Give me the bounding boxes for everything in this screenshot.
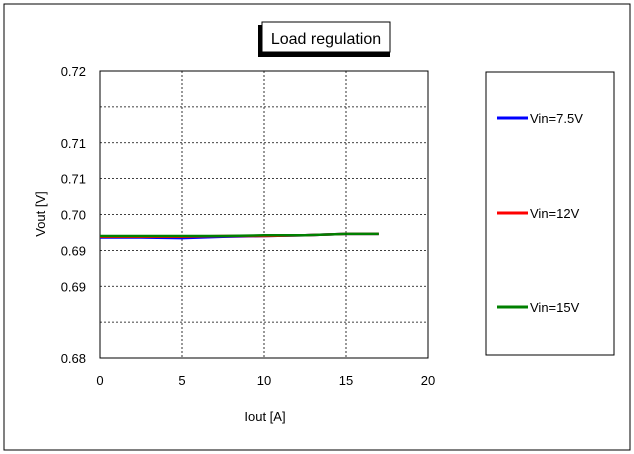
x-axis-label: Iout [A]: [244, 409, 285, 424]
x-tick-label: 5: [178, 373, 185, 388]
y-tick-label: 0.69: [61, 279, 86, 294]
chart-title: Load regulation: [271, 31, 381, 48]
y-axis-ticks: 0.72 0.71 0.71 0.70 0.69 0.69 0.68: [61, 64, 86, 366]
y-tick-label: 0.68: [61, 351, 86, 366]
x-tick-label: 10: [257, 373, 271, 388]
y-tick-label: 0.71: [61, 136, 86, 151]
grid-lines: [100, 71, 428, 358]
y-axis-label: Vout [V]: [33, 191, 48, 237]
legend: Vin=7.5V Vin=12V Vin=15V: [497, 111, 583, 315]
x-tick-label: 15: [339, 373, 353, 388]
legend-entry: Vin=15V: [530, 300, 580, 315]
title-box: [261, 21, 391, 53]
y-tick-label: 0.71: [61, 172, 86, 187]
series-lines: [100, 232, 379, 240]
legend-entry: Vin=12V: [530, 206, 580, 221]
y-tick-label: 0.69: [61, 243, 86, 258]
series-line: [100, 232, 379, 238]
y-tick-label: 0.70: [61, 208, 86, 223]
x-tick-label: 20: [421, 373, 435, 388]
x-tick-label: 0: [96, 373, 103, 388]
x-axis-ticks: 0 5 10 15 20: [96, 373, 435, 388]
y-tick-label: 0.72: [61, 64, 86, 79]
legend-entry: Vin=7.5V: [530, 111, 583, 126]
